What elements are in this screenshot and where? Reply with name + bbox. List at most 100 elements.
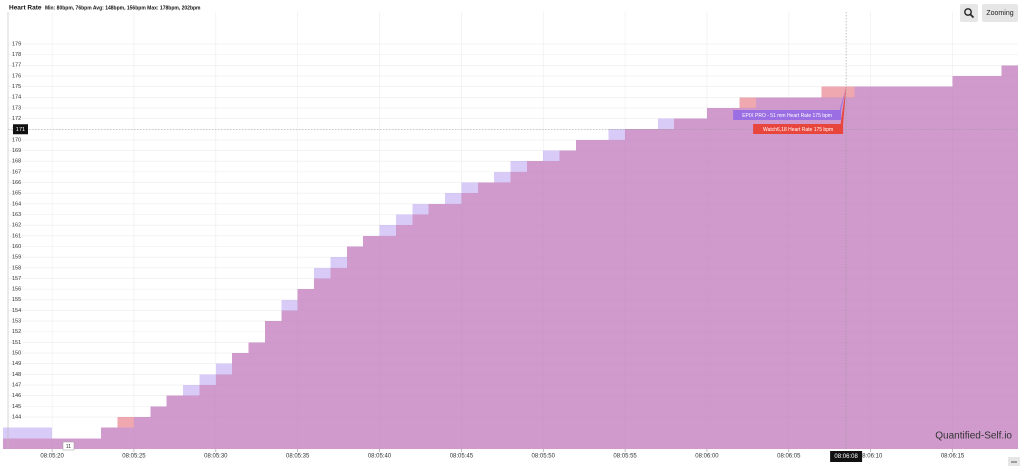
area-step — [526, 161, 544, 449]
area-step — [19, 438, 36, 449]
area-step — [35, 438, 53, 449]
area-step — [330, 257, 347, 449]
area-step — [133, 417, 151, 449]
tooltip-box — [753, 124, 844, 134]
area-step — [985, 75, 1002, 449]
area-step — [575, 139, 593, 449]
area-step — [608, 139, 626, 449]
area-step — [608, 129, 626, 449]
area-step — [183, 385, 200, 449]
y-tick-label: 161 — [12, 233, 21, 239]
area-step — [592, 139, 609, 449]
search-icon[interactable] — [964, 8, 972, 16]
area-step — [592, 139, 609, 449]
area-step — [363, 235, 380, 449]
area-step — [805, 97, 822, 449]
area-step — [870, 86, 888, 450]
x-tick-label: 08:05:45 — [450, 454, 474, 460]
area-step — [543, 150, 560, 449]
area-step — [788, 97, 806, 449]
y-tick-label: 157 — [12, 276, 21, 282]
zoom-button-bg[interactable] — [982, 4, 1018, 22]
crosshair-x-label: 08:06:08 — [834, 454, 858, 460]
area-step — [936, 86, 953, 450]
area-step — [101, 427, 118, 449]
area-step — [412, 203, 429, 449]
area-step — [510, 161, 527, 449]
area-step — [968, 75, 986, 449]
area-step — [706, 107, 724, 450]
area-step — [575, 139, 593, 449]
area-step — [903, 86, 920, 450]
area-step — [887, 86, 904, 450]
area-step — [412, 214, 429, 449]
area-step — [232, 353, 249, 449]
area-step — [150, 406, 167, 449]
y-tick-label: 169 — [12, 148, 21, 154]
area-step — [346, 246, 364, 449]
y-tick-label: 168 — [12, 159, 21, 165]
area-step — [494, 171, 511, 449]
area-step — [314, 278, 331, 449]
y-tick-label: 167 — [12, 169, 21, 175]
area-step — [52, 438, 69, 449]
cursor-label-bg — [62, 441, 75, 451]
tooltip-text: EPIX PRO - 51 mm Heart Rate 175 bpm — [742, 113, 832, 119]
area-step — [445, 203, 462, 449]
x-tick-label: 08:05:20 — [40, 454, 64, 460]
area-step — [428, 203, 446, 449]
area-step — [723, 107, 740, 450]
x-tick-label: 08:05:30 — [204, 454, 228, 460]
y-tick-label: 175 — [12, 84, 21, 90]
series-area — [3, 65, 1018, 450]
collapse-button[interactable] — [1008, 457, 1020, 466]
zoom-button[interactable]: Zooming — [982, 4, 1018, 22]
area-step — [346, 246, 364, 449]
crosshair-x-label-bg — [830, 451, 863, 462]
area-step — [248, 342, 265, 449]
zoom-button-label[interactable]: Zooming — [986, 10, 1013, 17]
y-tick-label: 156 — [12, 287, 21, 293]
area-step — [215, 363, 233, 449]
area-step — [625, 129, 642, 449]
area-step — [903, 86, 920, 450]
area-step — [3, 427, 20, 449]
x-tick-label: 08:06:00 — [695, 454, 719, 460]
series-area — [3, 65, 1018, 450]
area-step — [952, 75, 969, 449]
area-step — [248, 342, 265, 449]
area-step — [19, 427, 36, 449]
y-tick-label: 155 — [12, 297, 21, 303]
y-tick-label: 149 — [12, 361, 21, 367]
area-step — [428, 203, 446, 449]
area-step — [494, 182, 511, 449]
area-step — [101, 427, 118, 449]
search-button-bg[interactable] — [960, 4, 978, 22]
area-step — [166, 395, 184, 449]
area-step — [510, 171, 527, 449]
area-step — [68, 438, 85, 449]
area-step — [461, 182, 478, 449]
area-step — [477, 182, 495, 449]
area-step — [674, 118, 691, 450]
y-tick-label: 166 — [12, 180, 21, 186]
y-tick-label: 158 — [12, 265, 21, 271]
area-step — [870, 86, 888, 450]
y-tick-label: 154 — [12, 308, 21, 314]
area-step — [461, 193, 478, 449]
area-step — [477, 182, 495, 449]
y-tick-label: 178 — [12, 52, 21, 58]
tooltip-text: Watch6,18 Heart Rate 175 bpm — [763, 127, 833, 133]
search-button[interactable] — [960, 4, 978, 22]
crosshair-y-label-bg — [13, 124, 28, 135]
area-step — [919, 86, 937, 450]
area-step — [379, 225, 396, 449]
area-step — [445, 193, 462, 449]
y-tick-label: 179 — [12, 41, 21, 47]
plot: 144 145 146 147 148 149 150 151 152 153 154 155 156 1… — [3, 12, 1018, 462]
area-step — [281, 299, 298, 449]
search-icon-handle[interactable] — [969, 13, 975, 19]
y-tick-label: 153 — [12, 319, 21, 325]
area-step — [166, 395, 184, 449]
